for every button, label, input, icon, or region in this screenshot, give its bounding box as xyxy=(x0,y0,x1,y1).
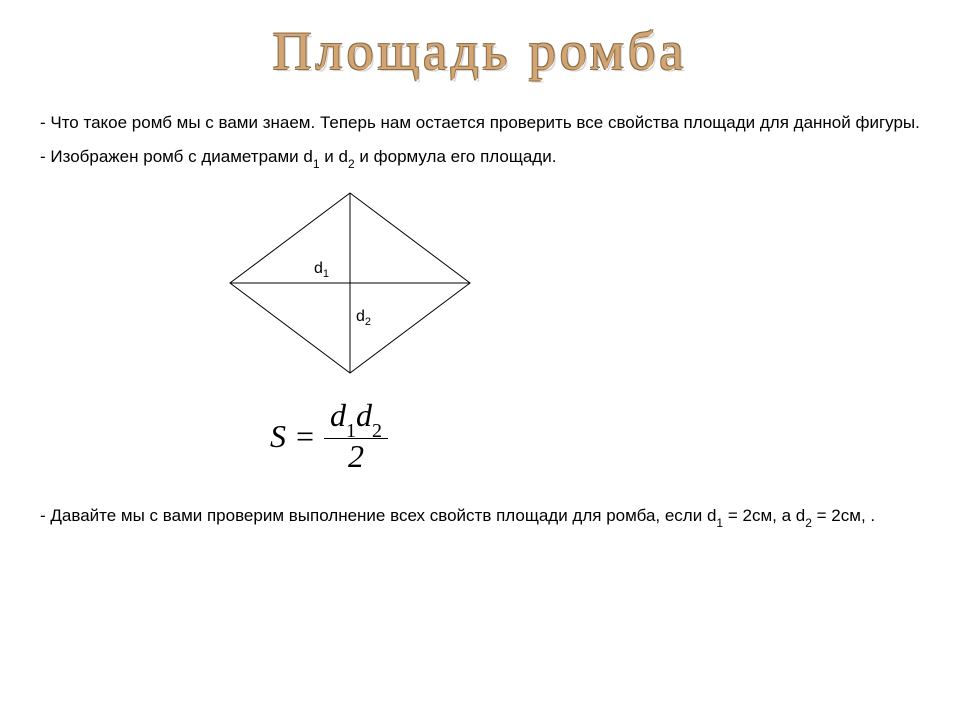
d1-symbol-2: d xyxy=(707,506,716,525)
paragraph-check: - Давайте мы с вами проверим выполнение … xyxy=(40,505,920,530)
d2-symbol: d xyxy=(339,147,348,166)
para3-prefix: - Давайте мы с вами проверим выполнение … xyxy=(40,506,707,525)
d1-subscript: 1 xyxy=(313,157,320,171)
d1-symbol: d xyxy=(303,147,312,166)
formula-d1-sub: 1 xyxy=(346,420,356,442)
paragraph-intro: - Что такое ромб мы с вами знаем. Теперь… xyxy=(40,112,920,134)
para2-prefix: - Изображен ромб с диаметрами xyxy=(40,147,303,166)
val2-text: = 2см, . xyxy=(817,506,875,525)
formula-equals: = xyxy=(296,418,314,455)
svg-text:d1: d1 xyxy=(314,260,329,280)
formula-d2: d xyxy=(356,397,372,433)
para2-suffix: и формула его площади. xyxy=(359,147,556,166)
formula-numerator: d1d2 xyxy=(324,398,388,439)
formula-d1: d xyxy=(330,397,346,433)
formula-denominator: 2 xyxy=(342,439,370,474)
d2-subscript: 2 xyxy=(348,157,355,171)
page-title: Площадь ромба xyxy=(40,20,920,82)
val1-text: = 2см, а xyxy=(728,506,796,525)
and-word-1: и xyxy=(324,147,338,166)
formula-d2-sub: 2 xyxy=(372,420,382,442)
formula-S: S xyxy=(270,418,286,455)
svg-text:d2: d2 xyxy=(356,308,371,328)
area-formula: S = d1d2 2 xyxy=(270,398,920,475)
formula-fraction: d1d2 2 xyxy=(324,398,388,475)
d2-symbol-2: d xyxy=(796,506,805,525)
d1-subscript-2: 1 xyxy=(716,516,723,530)
rhombus-svg: d1 d2 xyxy=(220,183,480,383)
paragraph-diagonals: - Изображен ромб с диаметрами d1 и d2 и … xyxy=(40,146,920,171)
d2-subscript-2: 2 xyxy=(805,516,812,530)
rhombus-diagram: d1 d2 xyxy=(220,183,920,388)
